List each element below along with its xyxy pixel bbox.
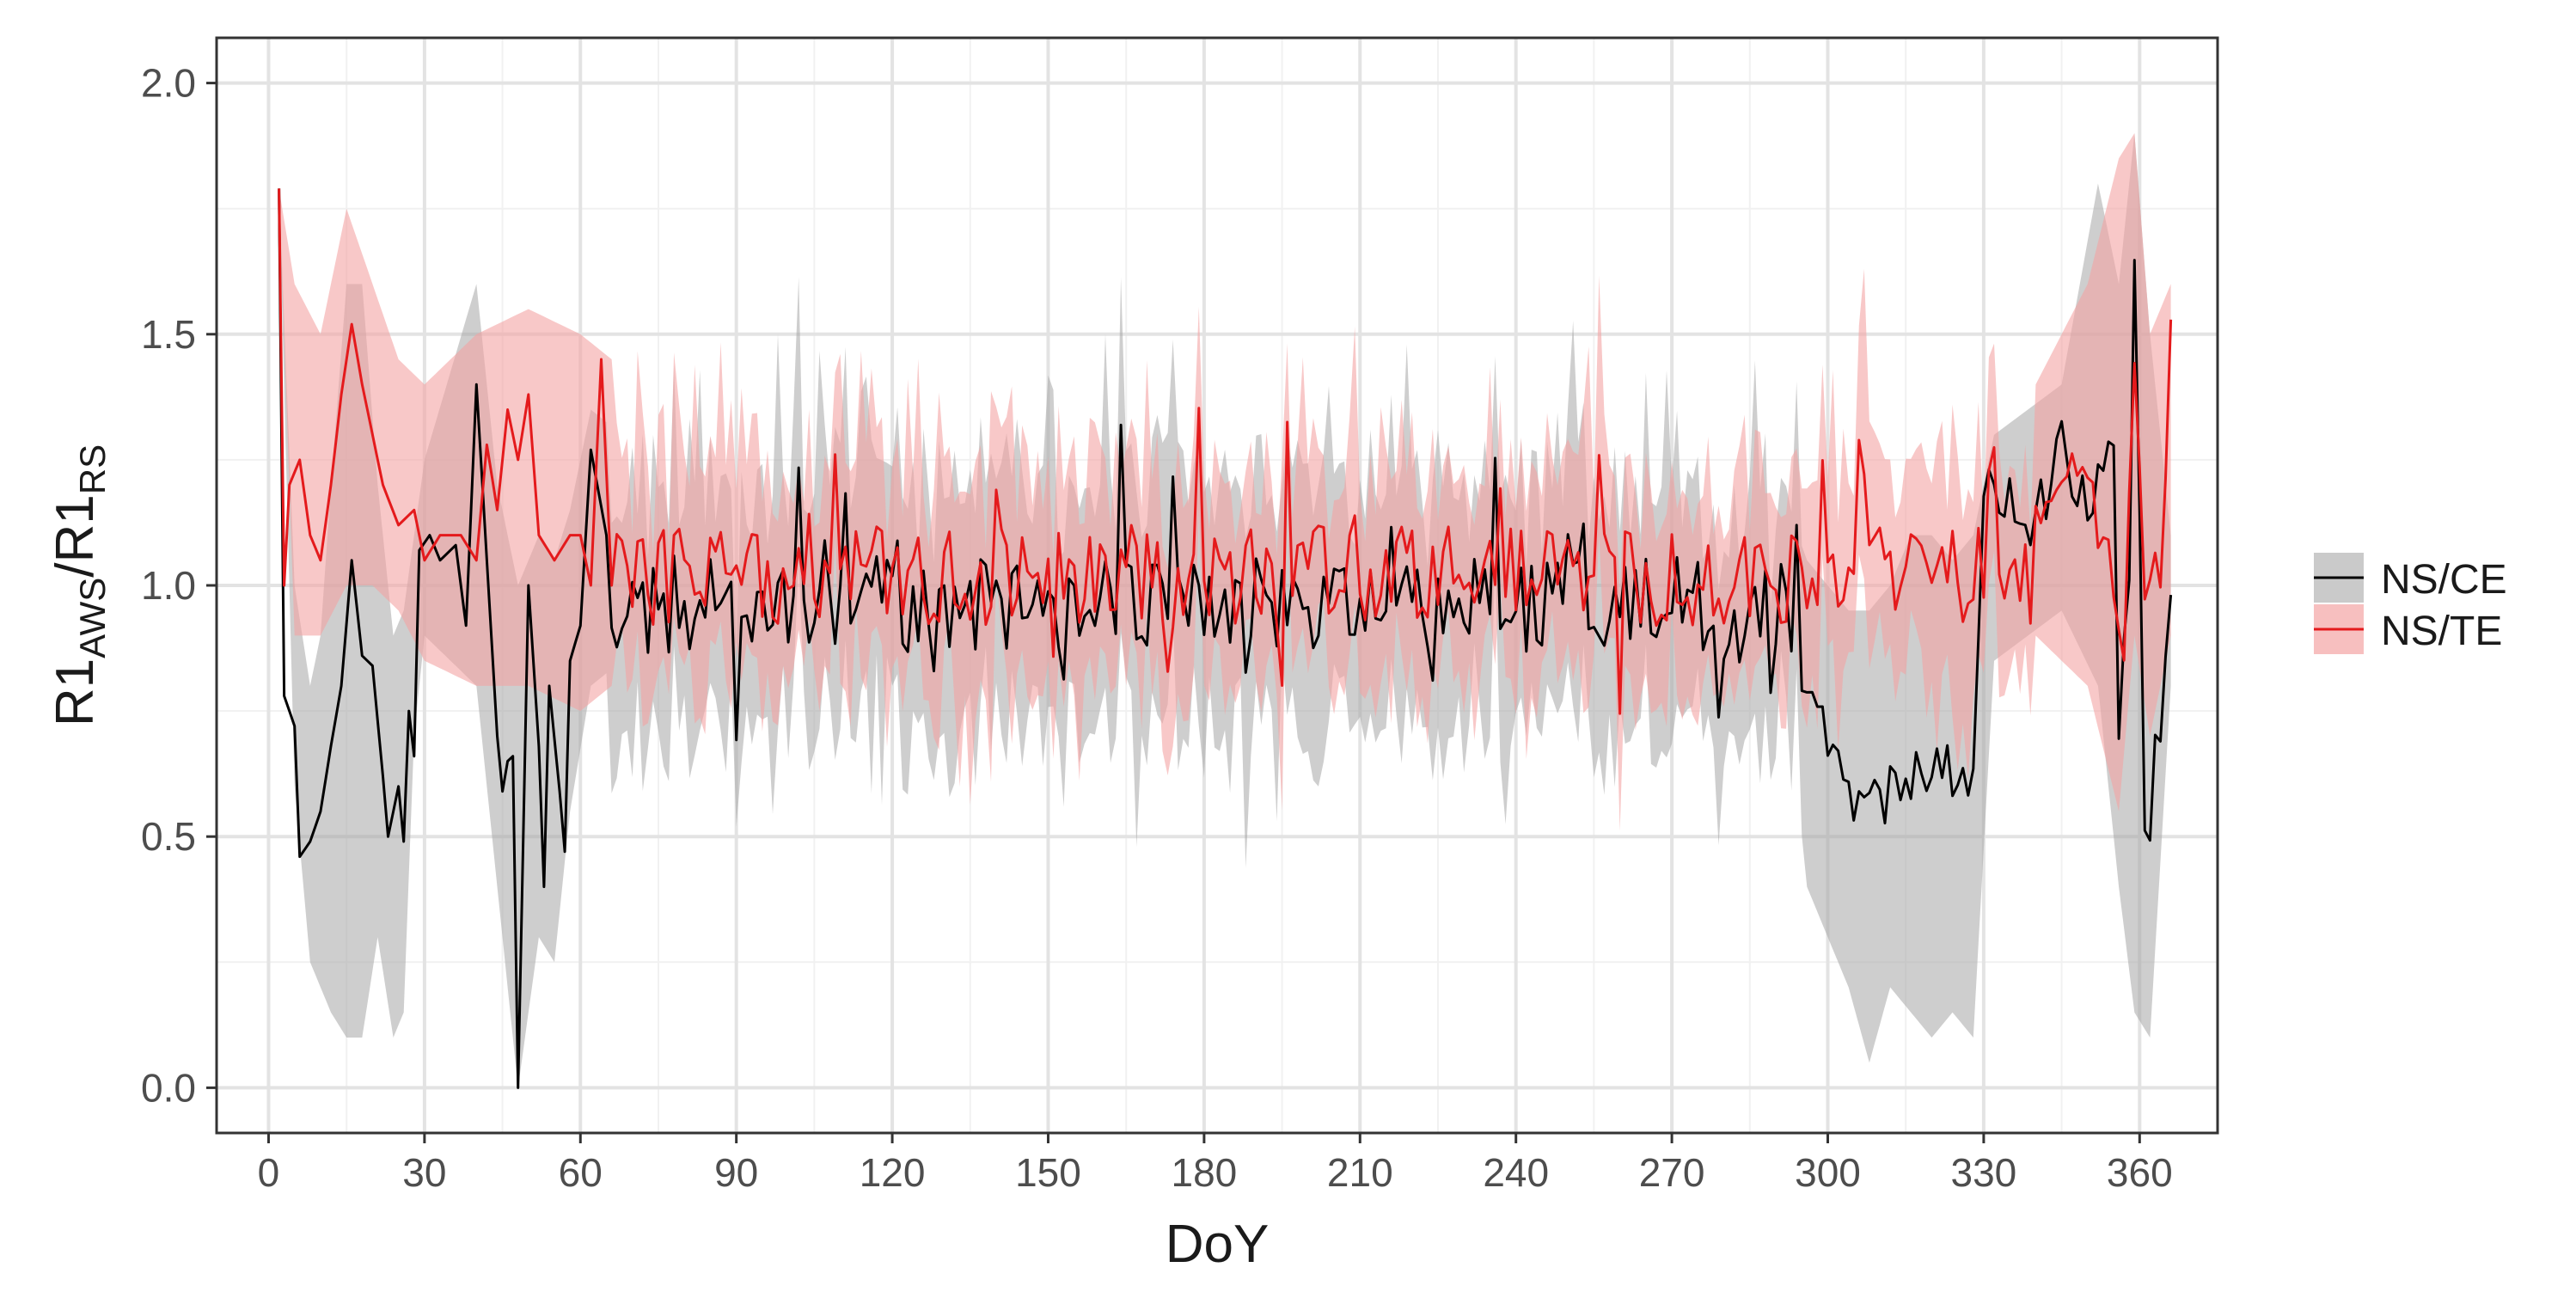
x-axis-title: DoY [1166,1215,1270,1274]
y-title-sub-aws: AWS [72,578,113,658]
x-tick-label: 90 [714,1150,758,1195]
y-tick-label: 2.0 [141,61,196,106]
x-tick-label: 150 [1015,1150,1081,1195]
legend: NS/CE NS/TE [2314,553,2507,654]
x-tick-label: 210 [1327,1150,1393,1195]
x-tick-label: 30 [402,1150,446,1195]
y-title-sub-rs: RS [72,444,113,494]
legend-item-ns-ce: NS/CE [2314,553,2507,603]
series-lines [278,188,2173,1089]
y-title-r1-denominator: R1 [46,494,105,562]
confidence-bands [278,133,2171,1088]
y-tick-label: 1.5 [141,312,196,357]
series-line-ns-te [278,188,2173,715]
y-tick-label: 0.0 [141,1065,196,1110]
x-tick-label: 180 [1172,1150,1238,1195]
x-tick-label: 330 [1951,1150,2017,1195]
y-tick-label: 1.0 [141,563,196,608]
x-tick-label: 240 [1483,1150,1549,1195]
x-tick-label: 360 [2107,1150,2173,1195]
x-tick-label: 60 [559,1150,603,1195]
x-tick-label: 0 [258,1150,280,1195]
x-tick-label: 270 [1639,1150,1705,1195]
axis-ticks: 0 30 60 90 120 150 180 210 240 270 300 330 360 0.0 0.5… [141,61,2173,1195]
series-line-ns-ce [278,188,2173,1089]
legend-item-ns-te: NS/TE [2314,604,2502,654]
y-axis-title: R1AWS/R1RS [46,444,113,726]
x-tick-label: 300 [1795,1150,1861,1195]
y-title-r1-numerator: R1 [46,658,105,726]
legend-label-ns-ce: NS/CE [2381,557,2507,603]
x-tick-label: 120 [860,1150,926,1195]
y-tick-label: 0.5 [141,814,196,859]
y-title-slash: / [46,562,105,578]
band-ns-te [278,133,2171,831]
legend-label-ns-te: NS/TE [2381,609,2502,654]
